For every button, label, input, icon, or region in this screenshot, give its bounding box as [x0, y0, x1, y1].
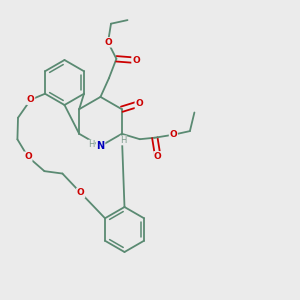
Text: O: O: [132, 56, 140, 65]
Text: O: O: [135, 99, 143, 108]
Text: O: O: [24, 152, 32, 161]
Text: O: O: [104, 38, 112, 47]
Text: N: N: [96, 141, 105, 151]
Text: O: O: [154, 152, 162, 161]
Text: O: O: [169, 130, 177, 139]
Text: O: O: [27, 95, 34, 104]
Text: H: H: [88, 140, 95, 149]
Text: H: H: [120, 136, 127, 145]
Text: O: O: [77, 188, 85, 197]
